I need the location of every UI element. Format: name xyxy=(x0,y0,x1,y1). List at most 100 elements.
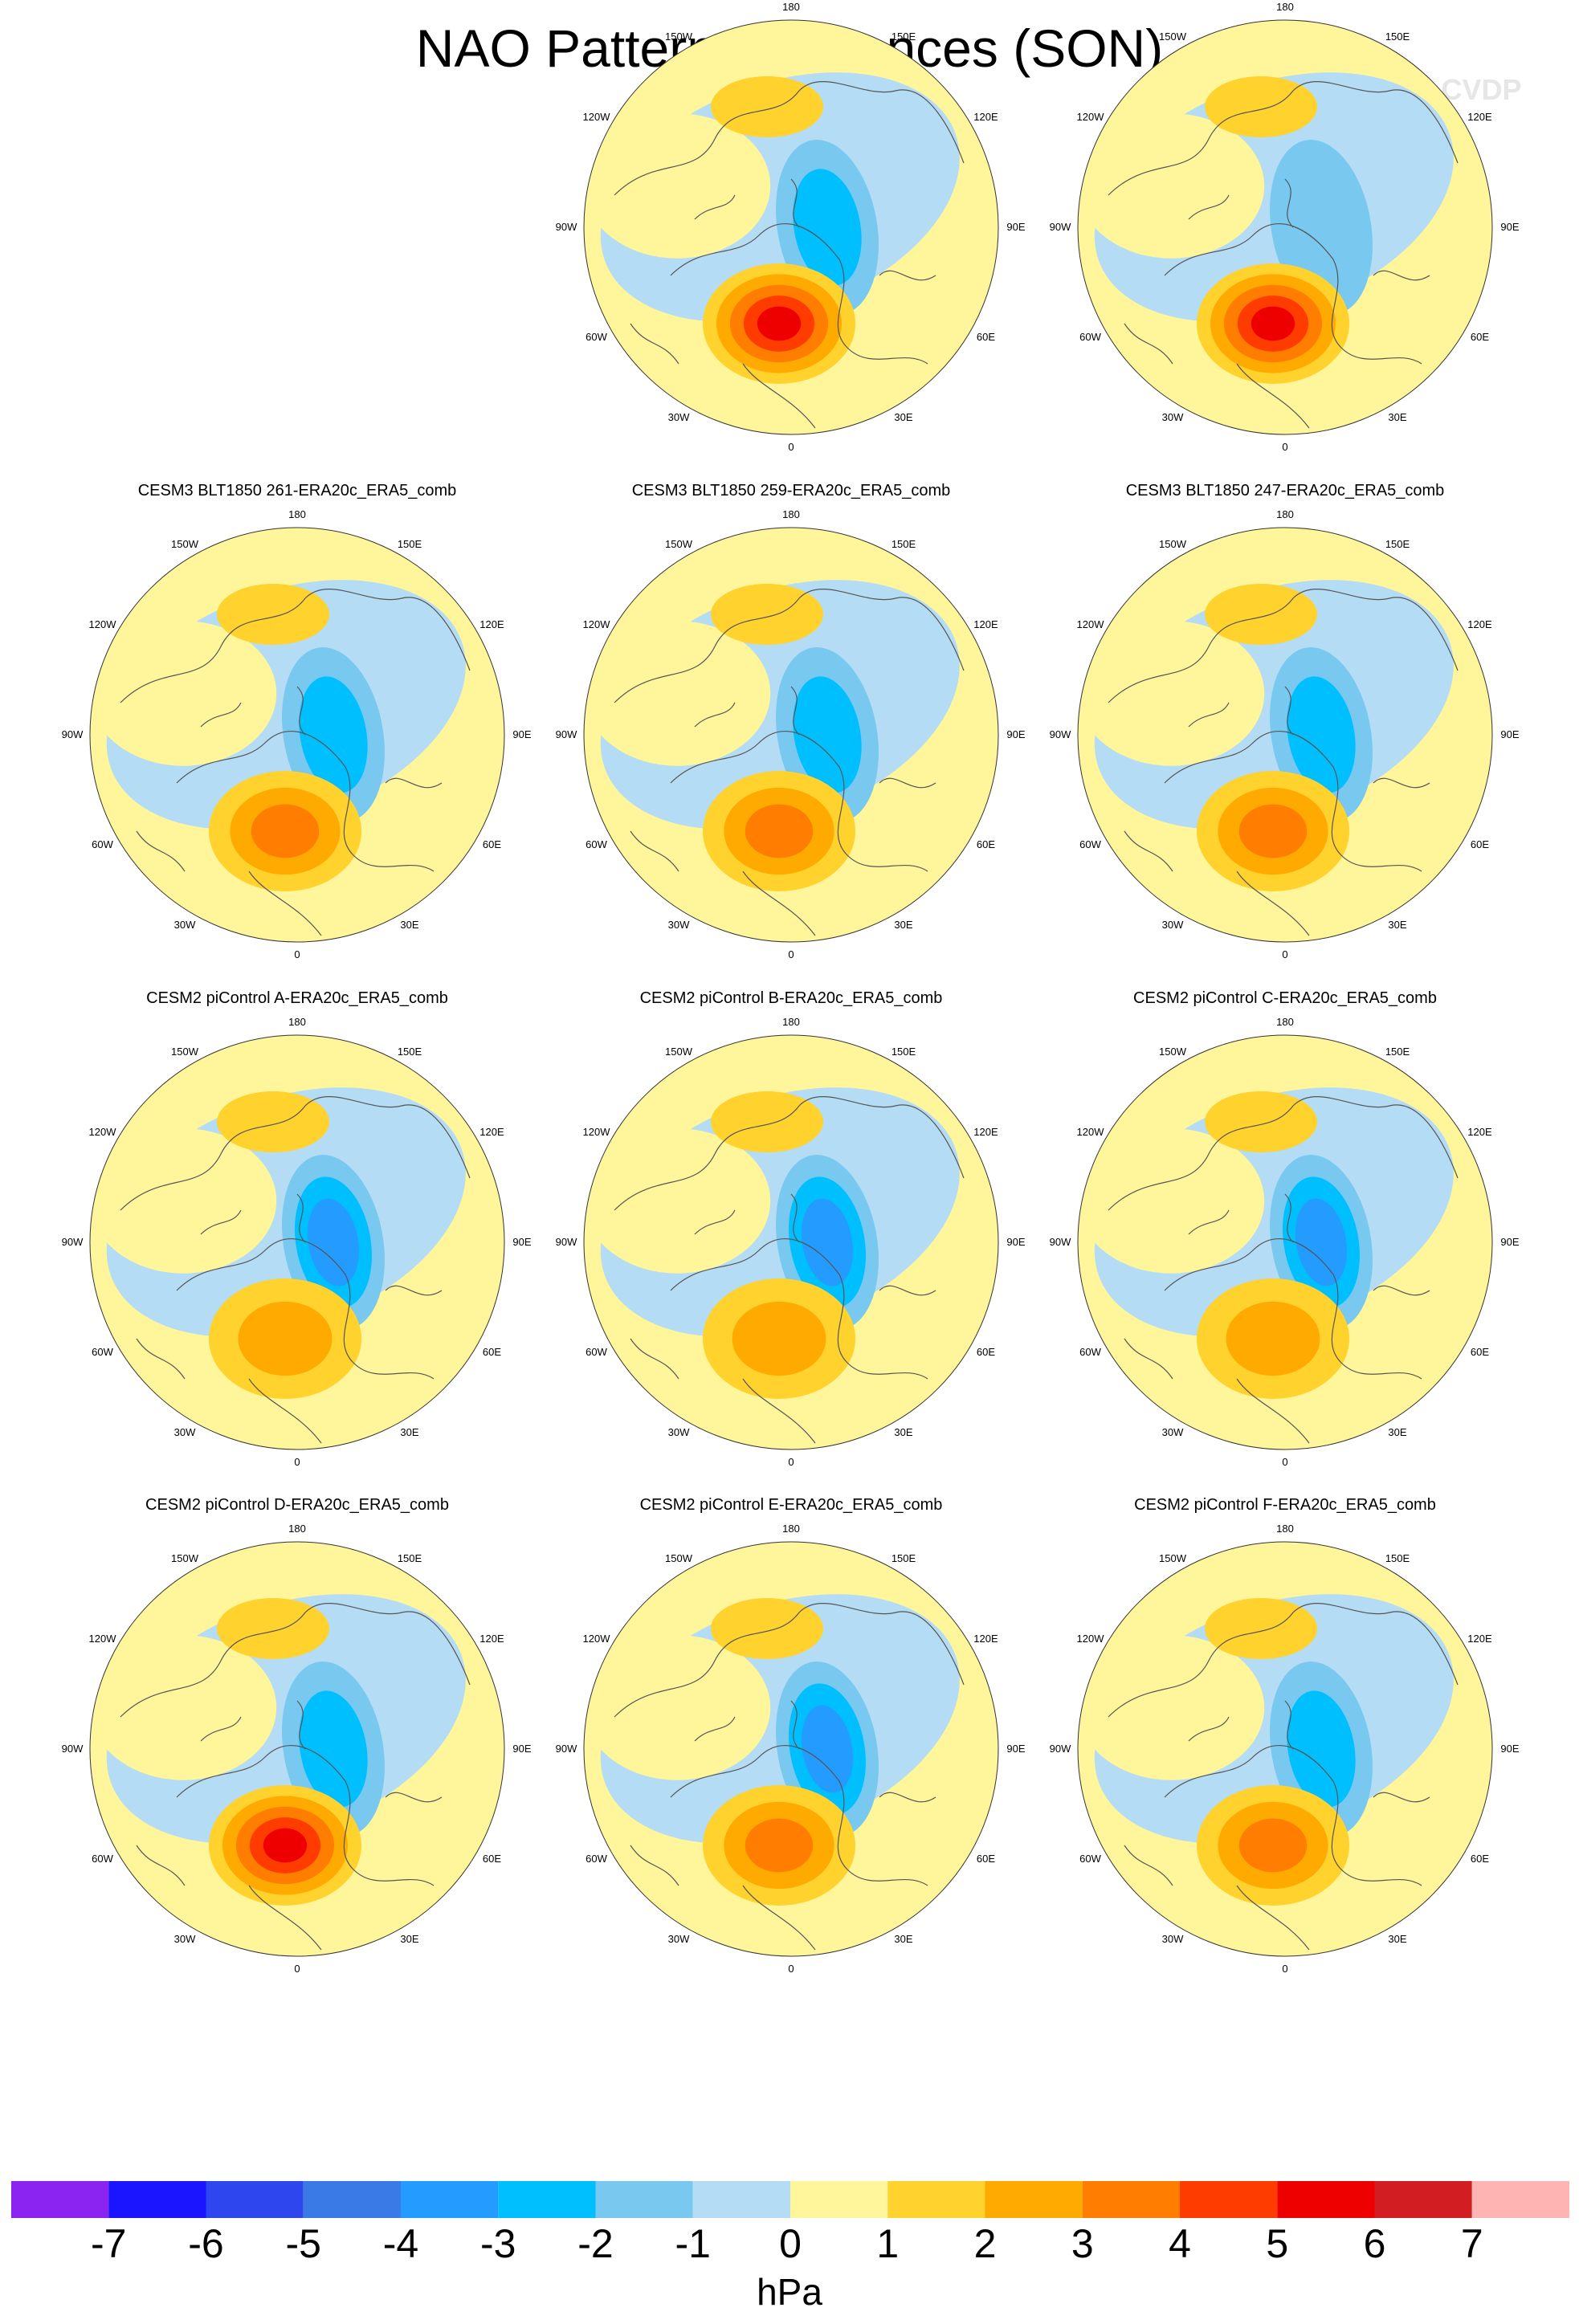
longitude-label: 150E xyxy=(1385,537,1410,550)
longitude-label: 0 xyxy=(788,441,794,453)
map-boundary xyxy=(583,1034,999,1450)
longitude-label: 90W xyxy=(555,1743,577,1755)
longitude-label: 30E xyxy=(1388,919,1407,932)
longitude-label: 120W xyxy=(1076,1633,1104,1645)
longitude-label: 120E xyxy=(1467,111,1492,123)
longitude-label: 120E xyxy=(479,618,504,630)
longitude-label: 30W xyxy=(1161,1426,1184,1439)
contour-negative xyxy=(299,1690,368,1808)
field-positive-band xyxy=(584,621,771,766)
longitude-label: 0 xyxy=(294,1963,300,1975)
coastline xyxy=(614,1603,965,1951)
polar-map-panel xyxy=(89,1034,505,1450)
longitude-label: 60E xyxy=(482,1853,502,1865)
map-boundary xyxy=(583,1541,999,1957)
longitude-label: 30E xyxy=(894,919,913,932)
longitude-label: 150W xyxy=(171,1551,198,1564)
colorbar-segment xyxy=(1471,2181,1569,2218)
contour-pacific xyxy=(711,1091,823,1152)
longitude-label: 60E xyxy=(1470,1346,1490,1358)
colorbar-tick-label: -4 xyxy=(382,2221,419,2266)
longitude-label: 0 xyxy=(1282,1963,1288,1975)
longitude-label: 120W xyxy=(88,1126,116,1138)
longitude-label: 90E xyxy=(1500,728,1520,740)
longitude-label: 120E xyxy=(479,1126,504,1138)
field-positive-band xyxy=(90,1635,277,1780)
longitude-label: 150E xyxy=(397,1045,422,1058)
map-boundary xyxy=(1077,1541,1493,1957)
longitude-label: 60E xyxy=(1470,838,1490,850)
colorbar-tick-label: 0 xyxy=(779,2221,802,2266)
longitude-label: 180 xyxy=(782,508,800,520)
map-boundary xyxy=(1077,19,1493,435)
longitude-label: 60W xyxy=(585,1346,607,1358)
longitude-label: 30W xyxy=(1161,919,1184,932)
longitude-label: 60E xyxy=(976,331,996,343)
longitude-label: 120W xyxy=(582,1633,610,1645)
field-positive-band xyxy=(584,1128,771,1274)
colorbar-segment xyxy=(11,2181,109,2218)
longitude-label: 30W xyxy=(667,1933,690,1946)
colorbar-tick-label: 1 xyxy=(876,2221,900,2266)
longitude-label: 120E xyxy=(1467,618,1492,630)
contour-positive xyxy=(732,1301,826,1376)
longitude-label: 30E xyxy=(400,1933,419,1946)
longitude-label: 30W xyxy=(173,1933,196,1946)
longitude-label: 150E xyxy=(1385,1551,1410,1564)
longitude-label: 150W xyxy=(1159,1551,1186,1564)
field-positive-band xyxy=(1078,1128,1265,1274)
contour-negative xyxy=(299,676,368,793)
longitude-label: 150W xyxy=(665,1551,692,1564)
longitude-label: 30E xyxy=(894,1426,913,1439)
longitude-label: 30E xyxy=(894,411,913,424)
colorbar-segment xyxy=(790,2181,888,2218)
longitude-label: 60E xyxy=(1470,1853,1490,1865)
polar-map-panel xyxy=(89,527,505,943)
contour-negative xyxy=(1287,676,1356,793)
longitude-label: 120E xyxy=(973,1633,998,1645)
longitude-label: 150W xyxy=(665,1045,692,1058)
contour-positive xyxy=(1238,1818,1308,1873)
coastline xyxy=(614,589,965,936)
longitude-label: 30W xyxy=(173,919,196,932)
longitude-label: 150W xyxy=(171,537,198,550)
longitude-label: 180 xyxy=(1276,1016,1294,1028)
coastline xyxy=(120,1603,471,1951)
colorbar-tick-label: 2 xyxy=(973,2221,997,2266)
contour-negative xyxy=(802,1198,853,1286)
field-positive-band xyxy=(584,113,771,259)
longitude-label: 60E xyxy=(976,1853,996,1865)
polar-map-panel xyxy=(1077,19,1493,435)
longitude-label: 180 xyxy=(782,1523,800,1535)
polar-map-panel xyxy=(583,1541,999,1957)
map-boundary xyxy=(583,527,999,943)
longitude-label: 180 xyxy=(1276,1523,1294,1535)
panel-title: CESM2 piControl C-ERA20c_ERA5_comb xyxy=(1133,989,1437,1007)
coastline xyxy=(1108,1096,1459,1444)
colorbar-segment xyxy=(206,2181,304,2218)
coastline xyxy=(120,1096,471,1444)
colorbar-unit-label: hPa xyxy=(757,2271,822,2313)
coastline xyxy=(614,1096,965,1444)
longitude-label: 30E xyxy=(1388,1426,1407,1439)
longitude-label: 180 xyxy=(782,1016,800,1028)
panel-title: CESM2 piControl B-ERA20c_ERA5_comb xyxy=(639,989,943,1007)
colorbar-segment xyxy=(108,2181,206,2218)
longitude-label: 90W xyxy=(1049,1743,1071,1755)
longitude-label: 120W xyxy=(582,618,610,630)
longitude-label: 120W xyxy=(1076,111,1104,123)
longitude-label: 150W xyxy=(171,1045,198,1058)
map-boundary xyxy=(583,19,999,435)
colorbar-tick-label: 7 xyxy=(1460,2221,1483,2266)
contour-negative xyxy=(1295,1198,1347,1286)
colorbar-tick-label: 5 xyxy=(1266,2221,1289,2266)
colorbar-segment xyxy=(692,2181,790,2218)
longitude-label: 150E xyxy=(891,30,916,43)
longitude-label: 0 xyxy=(788,1963,794,1975)
longitude-label: 30E xyxy=(1388,1933,1407,1946)
colorbar-segment xyxy=(401,2181,499,2218)
longitude-label: 90E xyxy=(1006,221,1026,233)
longitude-label: 90W xyxy=(61,728,84,740)
field-positive-band xyxy=(584,1635,771,1780)
polar-map-panel xyxy=(1077,1541,1493,1957)
